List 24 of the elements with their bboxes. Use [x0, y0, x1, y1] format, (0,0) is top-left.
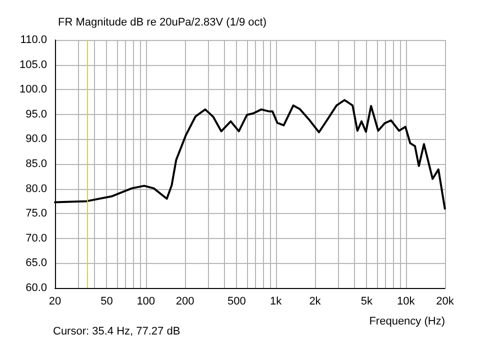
x-tick-label: 1k — [270, 296, 282, 308]
x-tick-label: 20k — [436, 296, 454, 308]
y-tick-label: 75.0 — [26, 208, 47, 220]
x-axis-title: Frequency (Hz) — [369, 316, 445, 328]
y-tick-label: 110.0 — [20, 34, 47, 46]
x-tick-label: 500 — [228, 296, 246, 308]
x-tick-label: 50 — [100, 296, 113, 308]
y-tick-label: 65.0 — [26, 257, 47, 270]
y-tick-label: 60.0 — [26, 282, 47, 294]
x-tick-label: 100 — [136, 296, 156, 308]
x-tick-label: 10k — [396, 296, 416, 308]
y-tick-label: 95.0 — [26, 108, 47, 120]
y-tick-label: 70.0 — [26, 232, 47, 244]
y-tick-label: 80.0 — [26, 182, 47, 195]
text: Cursor: 35.4 Hz, 77.27 dB — [53, 326, 180, 338]
chart-title: FR Magnitude dB re 20uPa/2.83V (1/9 oct) — [58, 16, 267, 28]
x-tick-label: 5k — [360, 296, 374, 308]
x-tick-label: 20 — [48, 296, 62, 308]
y-tick-label: 85.0 — [26, 158, 47, 170]
y-tick-label: 90.0 — [26, 133, 47, 146]
y-tick-label: 100.0 — [19, 84, 47, 96]
y-tick-label: 105.0 — [19, 58, 47, 71]
x-tick-label: 2k — [309, 296, 322, 308]
x-tick-label: 200 — [176, 296, 194, 308]
